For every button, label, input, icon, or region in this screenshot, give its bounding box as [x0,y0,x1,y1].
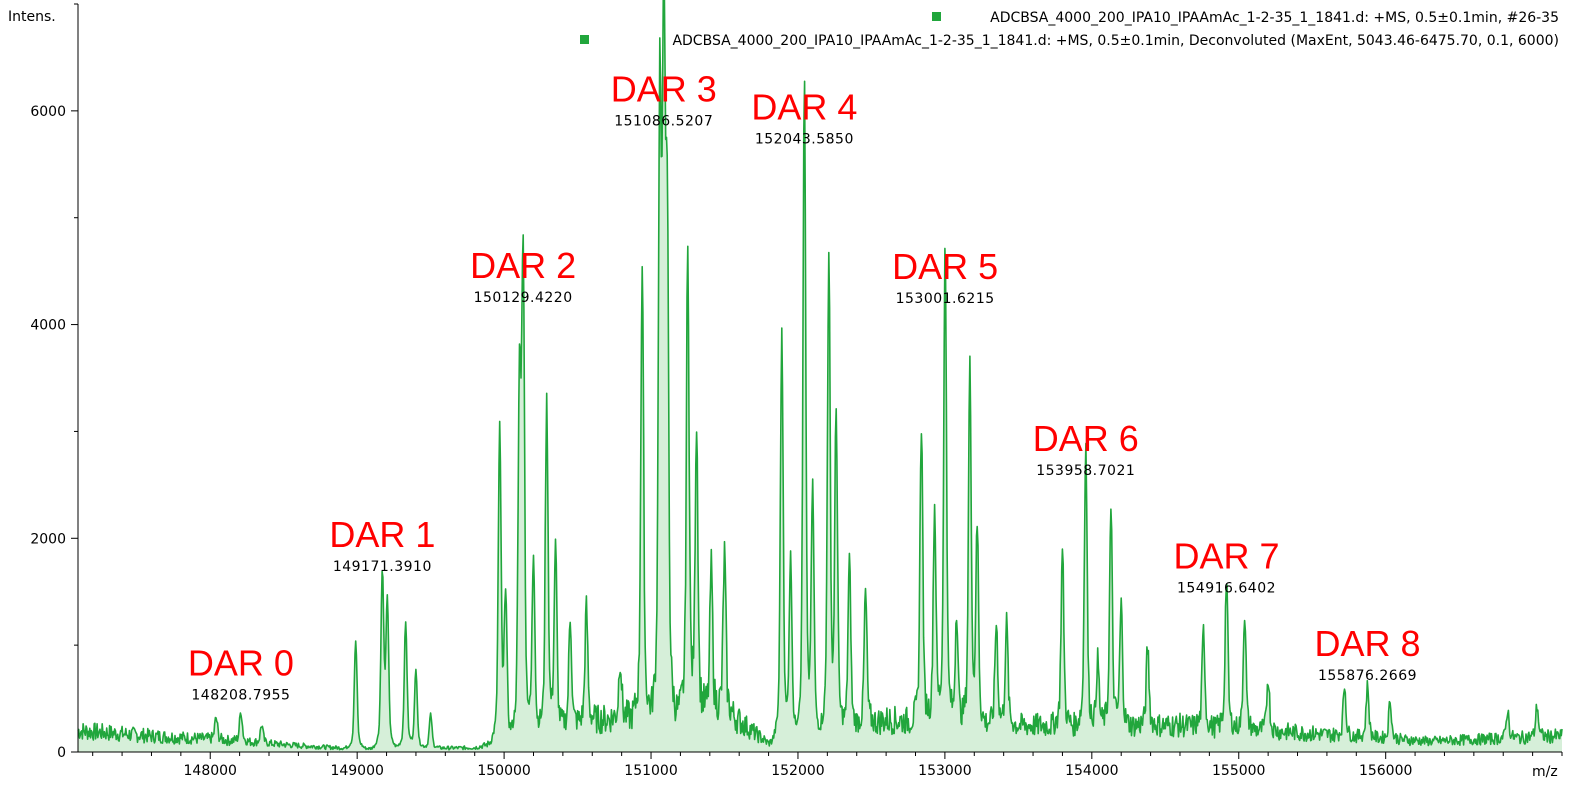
y-axis-label: Intens. [8,9,56,25]
peak-mass-label: 155876.2669 [1318,668,1417,684]
x-tick-label: 156000 [1359,763,1412,779]
y-tick-label: 2000 [30,531,66,547]
x-axis-label: m/z [1532,764,1558,780]
x-tick-label: 148000 [184,763,237,779]
peak-labels: 148208.7955 149171.3910 150129.4220 151086.… [191,113,1417,703]
x-tick-label: 150000 [477,763,530,779]
dar-annotation: DAR 3 [611,68,717,109]
dar-annotation: DAR 1 [329,514,435,555]
spectrum-layer [77,0,1563,752]
dar-annotation: DAR 2 [470,245,576,286]
x-tick-label: 151000 [624,763,677,779]
dar-annotation: DAR 6 [1033,418,1139,459]
peak-mass-label: 153958.7021 [1036,463,1135,479]
y-tick-label: 0 [57,745,66,761]
peak-mass-label: 148208.7955 [191,687,290,703]
y-tick-label: 6000 [30,104,66,120]
x-tick-label: 149000 [330,763,383,779]
dar-annotation: DAR 7 [1173,535,1279,576]
peak-mass-label: 149171.3910 [333,559,432,575]
x-tick-label: 155000 [1212,763,1265,779]
x-tick-label: 154000 [1065,763,1118,779]
dar-annotation: DAR 4 [751,87,857,128]
dar-annotation: DAR 8 [1314,623,1420,664]
dar-annotation: DAR 5 [892,246,998,287]
peak-mass-label: 154916.6402 [1177,580,1276,596]
peak-mass-label: 150129.4220 [474,290,573,306]
y-axis-ticks: 0 2000 4000 6000 [30,3,78,761]
dar-annotation: DAR 0 [188,642,294,683]
y-tick-label: 4000 [30,318,66,334]
legend-entry-1: ADCBSA_4000_200_IPA10_IPAAmAc_1-2-35_1_1… [990,10,1559,26]
peak-mass-label: 151086.5207 [614,113,713,129]
spectrum-line [77,0,1563,751]
legend: ADCBSA_4000_200_IPA10_IPAAmAc_1-2-35_1_1… [580,10,1559,49]
peak-mass-label: 153001.6215 [896,291,995,307]
peak-mass-label: 152043.5850 [755,132,854,148]
legend-swatch-2 [580,35,589,44]
x-axis-ticks: 148000 149000 150000 151000 152000 153000 1540… [92,752,1563,779]
x-tick-label: 152000 [771,763,824,779]
x-tick-label: 153000 [918,763,971,779]
legend-swatch-1 [932,12,941,21]
legend-entry-2: ADCBSA_4000_200_IPA10_IPAAmAc_1-2-35_1_1… [672,33,1559,49]
dar-annotations: DAR 0 DAR 1 DAR 2 DAR 3 DAR 4 DAR 5 DAR 6 DAR 7… [188,68,1421,683]
